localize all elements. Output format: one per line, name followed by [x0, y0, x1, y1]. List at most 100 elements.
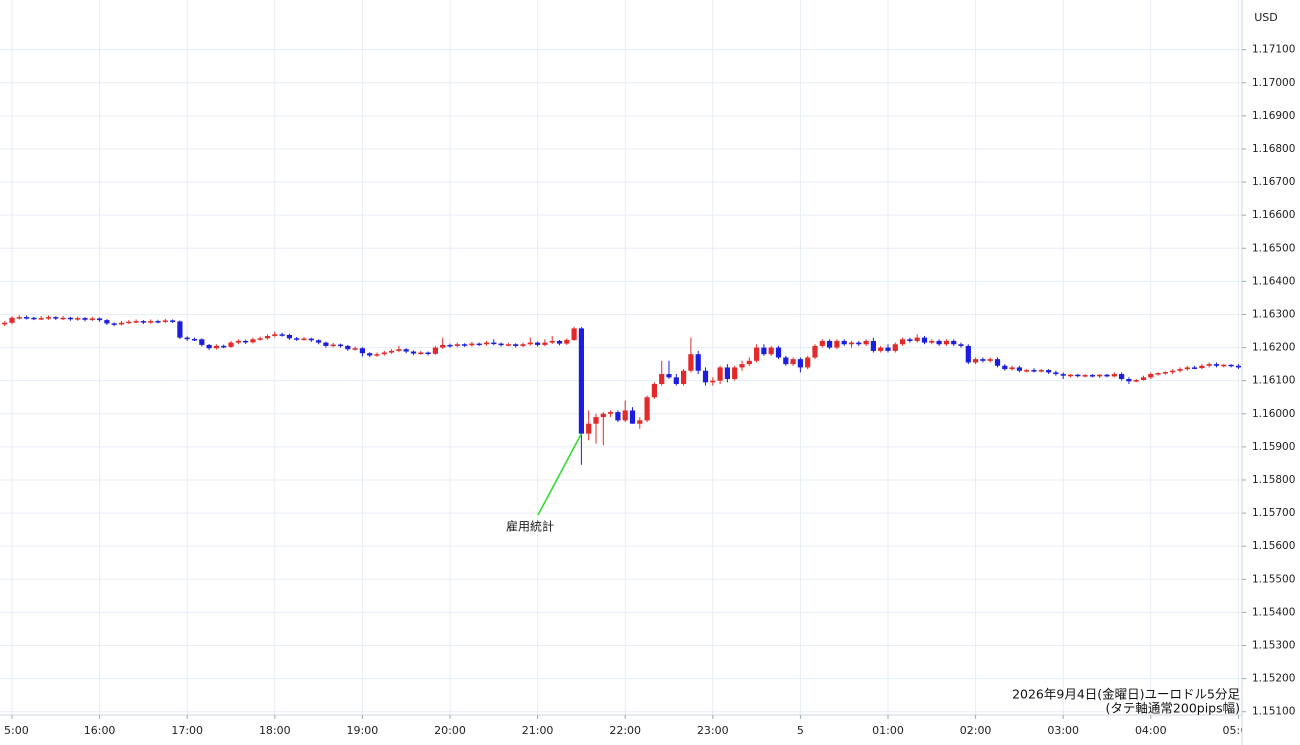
annotation-line: [537, 433, 583, 516]
chart-note: 2026年9月4日(金曜日)ユーロドル5分足: [1012, 687, 1240, 702]
candle-body: [213, 345, 219, 349]
candle-body: [272, 334, 278, 336]
candle-body: [1038, 370, 1044, 372]
candle-body: [425, 352, 431, 355]
candle-body: [374, 354, 380, 356]
candle-body: [184, 337, 190, 340]
candle-body: [228, 342, 234, 347]
candle-body: [673, 377, 679, 384]
x-tick-label: 5:00: [4, 724, 29, 737]
candle-body: [308, 338, 314, 341]
candle-body: [97, 318, 103, 321]
candle-body: [943, 340, 949, 345]
y-tick-label: 1.17000: [1252, 77, 1295, 89]
candle-body: [951, 340, 957, 345]
candle-body: [235, 340, 241, 343]
candle-body: [31, 317, 37, 320]
candle-body: [243, 340, 249, 343]
candle-body: [520, 344, 526, 346]
candle-body: [549, 340, 555, 343]
candle-body: [542, 342, 548, 345]
candle-body: [440, 344, 446, 348]
candle-body: [878, 347, 884, 351]
candle-body: [82, 318, 88, 320]
candle-body: [367, 353, 373, 356]
y-tick-label: 1.16300: [1252, 308, 1295, 320]
y-tick-label: 1.16000: [1252, 408, 1295, 420]
candle-body: [148, 321, 154, 323]
candle-body: [841, 340, 847, 345]
candle-body: [564, 339, 570, 344]
candle-body: [1104, 374, 1110, 377]
candle-body: [111, 323, 117, 325]
x-tick-label: 16:00: [84, 724, 116, 737]
candle-body: [294, 338, 300, 340]
candle-body: [907, 339, 913, 341]
candle-body: [929, 340, 935, 343]
candle-body: [797, 359, 803, 368]
candle-body: [892, 344, 898, 351]
candle-body: [1097, 374, 1103, 377]
candle-body: [1075, 374, 1081, 377]
candle-body: [133, 321, 139, 323]
candle-body: [914, 337, 920, 341]
candle-body: [1031, 370, 1037, 372]
candle-body: [45, 317, 52, 319]
x-tick-label: 01:00: [872, 724, 904, 737]
candle-body: [834, 340, 840, 348]
candle-body: [732, 367, 738, 380]
candle-body: [1235, 365, 1241, 368]
candle-body: [856, 342, 862, 345]
candle-body: [286, 334, 292, 339]
candle-body: [1046, 370, 1052, 373]
candle-body: [863, 340, 869, 345]
candle-body: [2, 322, 8, 325]
candle-body: [206, 344, 212, 349]
candle-body: [505, 344, 511, 346]
annotation-label: 雇用統計: [506, 519, 554, 534]
candle-body: [330, 344, 336, 347]
y-tick-label: 1.15100: [1252, 706, 1295, 718]
x-tick-label: 23:00: [697, 724, 729, 737]
candle-body: [710, 380, 716, 383]
candle-body: [790, 359, 796, 365]
candle-body: [739, 364, 745, 368]
candle-body: [345, 345, 351, 350]
y-tick-label: 1.15800: [1252, 474, 1295, 486]
y-tick-label: 1.16100: [1252, 375, 1295, 387]
candle-body: [1213, 364, 1220, 366]
candle-body: [410, 351, 417, 354]
candle-body: [848, 342, 855, 345]
x-tick-label: 04:00: [1135, 724, 1167, 737]
candle-body: [1199, 365, 1205, 369]
y-tick-label: 1.16700: [1252, 176, 1295, 188]
candle-body: [921, 337, 928, 343]
candle-body: [1177, 369, 1183, 371]
candle-body: [666, 374, 672, 378]
candle-body: [1184, 367, 1190, 370]
candle-body: [352, 348, 358, 350]
candle-body: [1053, 372, 1059, 375]
candle-body: [1082, 375, 1088, 377]
candle-body: [126, 321, 132, 324]
candle-body: [1126, 379, 1132, 382]
x-tick-label: 5: [797, 724, 804, 737]
candle-body: [754, 347, 760, 361]
candle-body: [177, 321, 183, 338]
candle-body: [1009, 367, 1015, 370]
currency-label: USD: [1254, 11, 1278, 24]
x-tick-label: 21:00: [522, 724, 554, 737]
candle-body: [301, 338, 307, 341]
candle-body: [827, 340, 833, 348]
candle-body: [768, 347, 774, 355]
candle-body: [600, 413, 606, 418]
candle-body: [659, 374, 665, 384]
candle-body: [491, 342, 497, 345]
candle-body: [973, 359, 979, 363]
candle-body: [323, 342, 329, 346]
candle-body: [469, 343, 475, 346]
candle-body: [1002, 365, 1008, 370]
candle-body: [965, 345, 971, 363]
candle-body: [199, 339, 205, 345]
y-tick-label: 1.17100: [1252, 44, 1295, 56]
